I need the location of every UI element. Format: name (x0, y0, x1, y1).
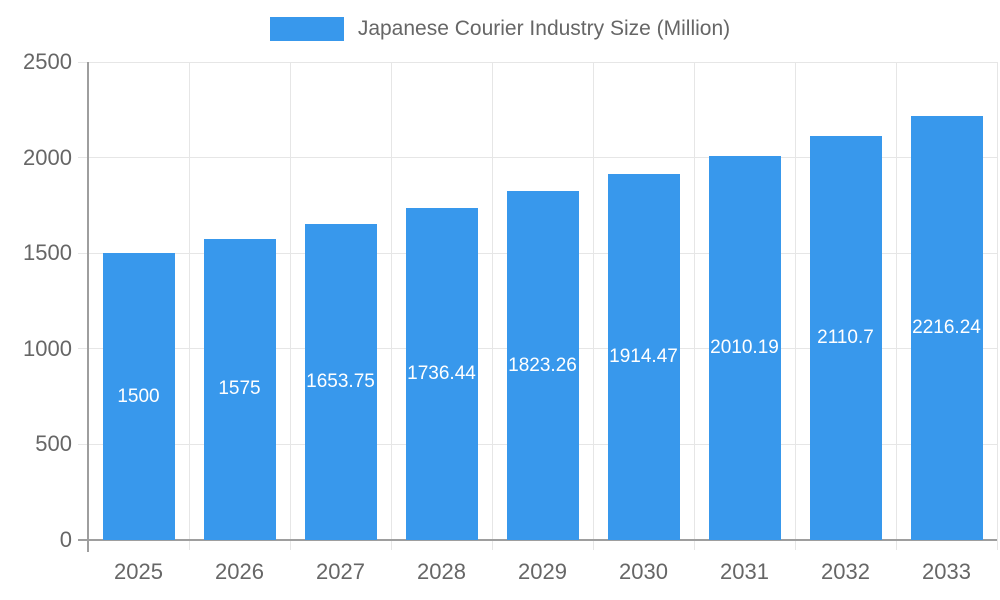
bar-value-label: 1736.44 (407, 362, 476, 384)
v-gridline (895, 62, 897, 550)
bar[interactable]: 1575 (203, 238, 276, 540)
bar[interactable]: 2110.7 (809, 136, 882, 540)
x-tick-label: 2030 (619, 559, 668, 584)
bar[interactable]: 1653.75 (304, 223, 377, 540)
bar[interactable]: 1823.26 (506, 191, 579, 540)
plot-area: 0 500 1000 1500 2000 2500 1500 2025 1575 2026 1653… (23, 50, 998, 584)
x-tick-label: 2029 (518, 559, 567, 584)
v-gridline (188, 62, 190, 550)
bar[interactable]: 2216.24 (910, 116, 983, 540)
x-tick-label: 2031 (720, 559, 769, 584)
bar-value-label: 1823.26 (508, 354, 577, 376)
bar[interactable]: 2010.19 (708, 155, 781, 540)
bar[interactable]: 1914.47 (607, 173, 680, 540)
v-gridline (693, 62, 695, 550)
y-tick-label: 2500 (23, 49, 72, 74)
bar-value-label: 1653.75 (306, 370, 375, 392)
y-tick-label: 1000 (23, 335, 72, 361)
x-tick-label: 2026 (215, 559, 264, 584)
y-axis-line (87, 62, 89, 552)
bar[interactable]: 1736.44 (405, 207, 478, 540)
bar-value-label: 2216.24 (912, 317, 981, 339)
x-tick-label: 2033 (922, 559, 971, 584)
legend[interactable]: Japanese Courier Industry Size (Million) (0, 17, 1000, 41)
x-tick-label: 2032 (821, 559, 870, 584)
bar-value-label: 1575 (218, 378, 261, 400)
v-gridline (289, 62, 291, 550)
v-gridline (996, 62, 998, 550)
v-gridline (794, 62, 796, 550)
x-tick-label: 2027 (316, 559, 365, 584)
v-gridline (592, 62, 594, 550)
h-gridline (78, 61, 997, 63)
legend-label: Japanese Courier Industry Size (Million) (357, 17, 731, 40)
legend-swatch-icon (269, 17, 344, 41)
bar-value-label: 1500 (117, 385, 160, 407)
y-tick-label: 1500 (23, 240, 72, 266)
bar-value-label: 2010.19 (710, 336, 779, 358)
x-tick-label: 2025 (114, 559, 163, 584)
bar-value-label: 2110.7 (817, 327, 874, 349)
x-tick-label: 2028 (417, 559, 466, 584)
h-gridline (78, 157, 997, 159)
y-tick-label: 500 (35, 431, 72, 457)
bar[interactable]: 1500 (102, 253, 175, 540)
bar-value-label: 1914.47 (609, 345, 678, 367)
v-gridline (390, 62, 392, 550)
x-axis-line (78, 539, 997, 541)
y-tick-label: 0 (59, 527, 72, 552)
v-gridline (491, 62, 493, 550)
y-tick-label: 2000 (23, 144, 72, 170)
